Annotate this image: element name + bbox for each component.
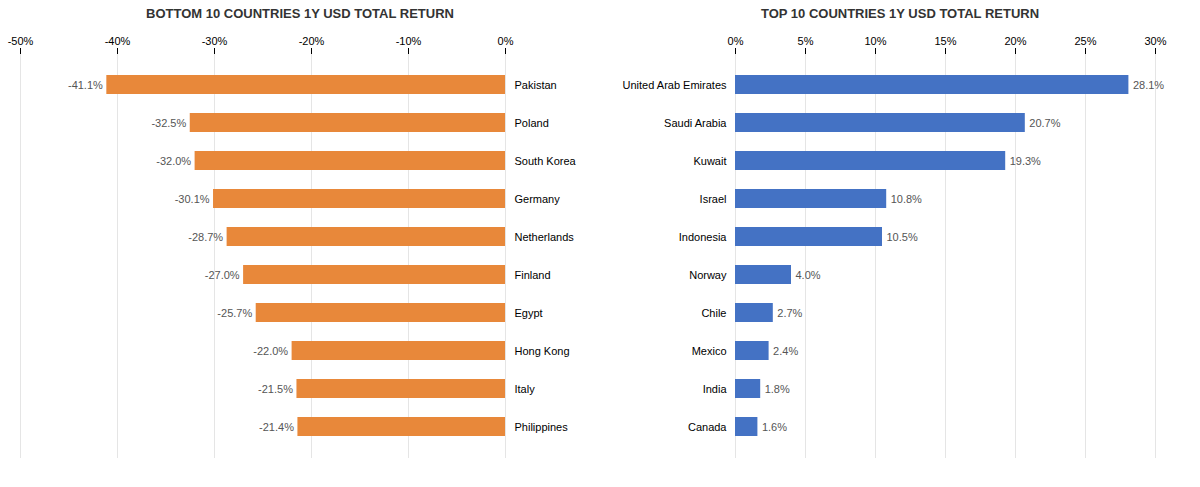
svg-text:10.5%: 10.5%	[887, 231, 918, 243]
svg-text:Mexico: Mexico	[692, 345, 727, 357]
svg-text:-25.7%: -25.7%	[217, 307, 252, 319]
svg-text:20%: 20%	[1004, 35, 1026, 47]
svg-text:Germany: Germany	[515, 193, 561, 205]
svg-text:-22.0%: -22.0%	[253, 345, 288, 357]
svg-text:Canada: Canada	[688, 421, 727, 433]
svg-text:-21.5%: -21.5%	[258, 383, 293, 395]
svg-text:10%: 10%	[864, 35, 886, 47]
svg-text:United Arab Emirates: United Arab Emirates	[623, 79, 727, 91]
svg-text:Israel: Israel	[700, 193, 727, 205]
svg-text:-28.7%: -28.7%	[188, 231, 223, 243]
svg-text:10.8%: 10.8%	[891, 193, 922, 205]
svg-text:-40%: -40%	[105, 35, 131, 47]
svg-text:Norway: Norway	[689, 269, 727, 281]
svg-text:25%: 25%	[1074, 35, 1096, 47]
svg-text:-10%: -10%	[396, 35, 422, 47]
svg-text:Finland: Finland	[515, 269, 551, 281]
svg-text:-27.0%: -27.0%	[205, 269, 240, 281]
svg-text:4.0%: 4.0%	[796, 269, 821, 281]
svg-text:Philippines: Philippines	[515, 421, 569, 433]
svg-text:South Korea: South Korea	[515, 155, 577, 167]
svg-text:Poland: Poland	[515, 117, 549, 129]
svg-text:2.4%: 2.4%	[773, 345, 798, 357]
svg-text:-30%: -30%	[202, 35, 228, 47]
svg-text:Hong Kong: Hong Kong	[515, 345, 570, 357]
svg-text:-41.1%: -41.1%	[68, 79, 103, 91]
svg-text:5%: 5%	[798, 35, 814, 47]
svg-text:0%: 0%	[728, 35, 744, 47]
svg-text:Italy: Italy	[515, 383, 536, 395]
svg-text:-20%: -20%	[299, 35, 325, 47]
svg-text:Pakistan: Pakistan	[515, 79, 557, 91]
svg-text:Indonesia: Indonesia	[679, 231, 728, 243]
svg-text:Egypt: Egypt	[515, 307, 543, 319]
svg-text:2.7%: 2.7%	[777, 307, 802, 319]
svg-text:Kuwait: Kuwait	[693, 155, 726, 167]
svg-text:20.7%: 20.7%	[1029, 117, 1060, 129]
svg-text:28.1%: 28.1%	[1133, 79, 1164, 91]
svg-text:19.3%: 19.3%	[1010, 155, 1041, 167]
svg-text:-30.1%: -30.1%	[175, 193, 210, 205]
svg-text:30%: 30%	[1144, 35, 1166, 47]
svg-text:1.8%: 1.8%	[765, 383, 790, 395]
svg-text:1.6%: 1.6%	[762, 421, 787, 433]
svg-text:-21.4%: -21.4%	[259, 421, 294, 433]
svg-text:Chile: Chile	[701, 307, 726, 319]
svg-text:India: India	[703, 383, 728, 395]
svg-text:Saudi Arabia: Saudi Arabia	[664, 117, 727, 129]
svg-text:Netherlands: Netherlands	[515, 231, 575, 243]
svg-text:-32.5%: -32.5%	[151, 117, 186, 129]
svg-text:-32.0%: -32.0%	[156, 155, 191, 167]
svg-text:-50%: -50%	[8, 35, 34, 47]
html-text:TOP 10 COUNTRIES 1Y USD TOTAL: TOP 10 COUNTRIES 1Y USD TOTAL RETURN	[760, 6, 1040, 21]
svg-text:0%: 0%	[498, 35, 514, 47]
svg-text:15%: 15%	[934, 35, 956, 47]
html-text:BOTTOM 10 COUNTRIES 1Y USD TOT: BOTTOM 10 COUNTRIES 1Y USD TOTAL RETURN	[146, 6, 454, 21]
